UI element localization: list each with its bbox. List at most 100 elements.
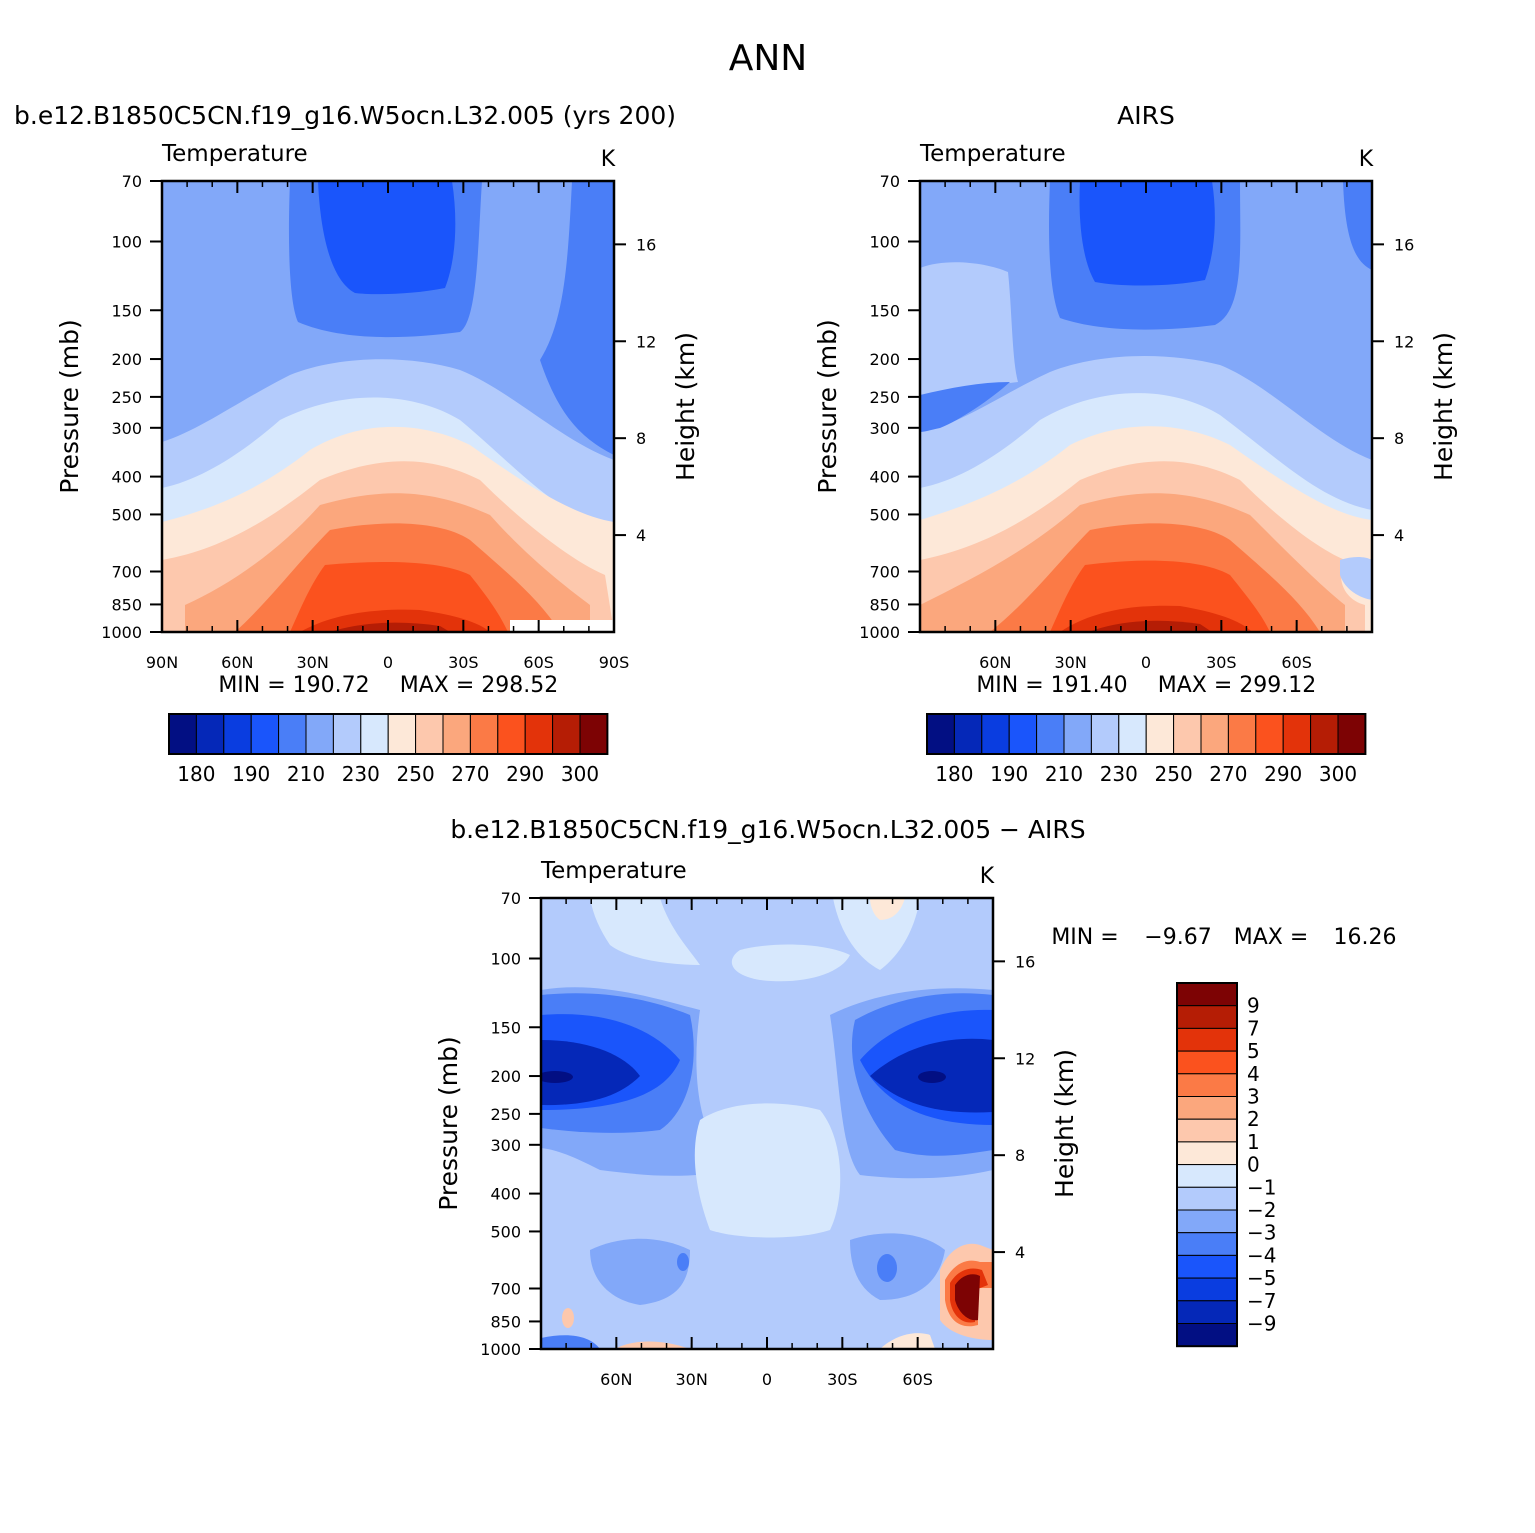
- height-tick-label: 16: [1394, 235, 1414, 254]
- x-tick-label: 30N: [297, 653, 329, 672]
- fill-band-290: [1060, 605, 1252, 632]
- fill-band-neg7: [541, 1040, 640, 1106]
- colorbar-label: 0: [1247, 1153, 1260, 1177]
- fill-band-205-pole: [1343, 181, 1372, 270]
- y2-axis-label: Height (km): [1050, 1049, 1079, 1198]
- panel-model: b.e12.B1850C5CN.f19_g16.W5ocn.L32.005 (y…: [14, 101, 700, 786]
- colorbar-label: 190: [990, 762, 1028, 786]
- colorbar-box: [168, 713, 197, 755]
- colorbar-label: 250: [397, 762, 435, 786]
- y-tick-label: 100: [490, 949, 521, 968]
- fill-band-205-north: [920, 382, 1010, 432]
- colorbar-frame: [1176, 982, 1238, 1348]
- y-axis-label: Pressure (mb): [813, 319, 842, 493]
- colorbar-label: 5: [1247, 1039, 1260, 1063]
- colorbar-label: 180: [177, 762, 215, 786]
- y-tick-label: 100: [869, 232, 900, 251]
- x-tick-label: 60N: [221, 653, 253, 672]
- fill-band-225-south: [1340, 557, 1372, 600]
- colorbar-box: [981, 713, 1010, 755]
- colorbar-box: [1227, 713, 1257, 755]
- y-tick-label: 250: [111, 388, 142, 407]
- y-tick-label: 850: [111, 595, 142, 614]
- panel-obs-max-label: MAX = 299.12: [1158, 673, 1317, 698]
- colorbar-box: [1176, 1164, 1238, 1188]
- height-tick-label: 12: [1015, 1049, 1035, 1068]
- panel-diff: b.e12.B1850C5CN.f19_g16.W5ocn.L32.005 − …: [434, 815, 1396, 1389]
- panel-model-max-label: MAX = 298.52: [400, 673, 559, 698]
- colorbar-label: 7: [1247, 1016, 1260, 1040]
- y-tick-label: 850: [869, 595, 900, 614]
- colorbar-box: [1200, 713, 1229, 755]
- height-tick-label: 16: [1015, 952, 1035, 971]
- colorbar-label: 230: [342, 762, 380, 786]
- y-tick-label: 250: [869, 388, 900, 407]
- colorbar-box: [1176, 1232, 1238, 1256]
- y-axis-label: Pressure (mb): [434, 1036, 463, 1210]
- colorbar-label: −1: [1247, 1175, 1276, 1199]
- y-tick-label: 70: [501, 889, 521, 908]
- panel-diff-case-title: b.e12.B1850C5CN.f19_g16.W5ocn.L32.005 − …: [450, 815, 1085, 844]
- fill-band-surface-south-pos: [880, 1333, 935, 1349]
- colorbar-label: −2: [1247, 1198, 1276, 1222]
- colorbar-box: [1310, 713, 1339, 755]
- colorbar-box: [1176, 1073, 1238, 1098]
- colorbar-box: [1176, 1050, 1238, 1075]
- y-tick-label: 100: [111, 232, 142, 251]
- colorbar-box: [195, 713, 225, 755]
- colorbar-box: [1036, 713, 1065, 755]
- colorbar-box: [1063, 713, 1092, 755]
- panel-diff-min-label: MIN =: [1051, 925, 1118, 950]
- y-tick-label: 300: [111, 419, 142, 438]
- y-tick-label: 250: [490, 1105, 521, 1124]
- colorbar-label: 290: [506, 762, 544, 786]
- fill-band-neg4-dot-north: [677, 1253, 689, 1271]
- panel-model-axes: 90N 60N 30N 0 30S 60S 90S 70 100 150 200 250 300 400 5…: [55, 172, 700, 672]
- colorbar-label: −9: [1247, 1312, 1276, 1336]
- fill-band-295: [1088, 620, 1212, 632]
- y-tick-label: 70: [880, 172, 900, 191]
- y-tick-label: 500: [490, 1222, 521, 1241]
- y-tick-label: 200: [869, 350, 900, 369]
- colorbar-label: 3: [1247, 1085, 1260, 1109]
- y-tick-label: 1000: [859, 623, 900, 642]
- y-tick-label: 700: [490, 1280, 521, 1299]
- panel-diff-min-value: −9.67: [1144, 925, 1211, 950]
- panel-obs-colorbar: 180 190 210 230 250 270 290 300: [926, 713, 1367, 786]
- x-tick-label: 0: [1141, 653, 1151, 672]
- fill-band-neg9: [541, 1071, 573, 1083]
- fill-band-195: [318, 181, 456, 295]
- colorbar-box: [442, 713, 471, 755]
- colorbar-box: [1176, 1186, 1238, 1211]
- fill-band-290: [300, 609, 490, 632]
- colorbar-box: [1337, 713, 1366, 755]
- fill-band-neg3-lower: [590, 1238, 690, 1305]
- panel-model-min-label: MIN = 190.72: [218, 673, 369, 698]
- panel-obs-units: K: [1359, 147, 1374, 172]
- panel-diff-units: K: [980, 864, 995, 889]
- panel-obs-contour-fill: [920, 181, 1372, 632]
- fill-band-195: [1079, 181, 1215, 286]
- colorbar-box: [1176, 1005, 1238, 1029]
- x-tick-label: 30S: [827, 1370, 858, 1389]
- x-tick-label: 30S: [448, 653, 479, 672]
- panel-diff-contour-fill: [541, 898, 993, 1349]
- panel-obs-min-label: MIN = 191.40: [976, 673, 1127, 698]
- colorbar-label: −3: [1247, 1221, 1276, 1245]
- y-tick-label: 400: [490, 1185, 521, 1204]
- height-tick-label: 4: [1015, 1243, 1025, 1262]
- panel-diff-max-label: MAX =: [1234, 925, 1309, 950]
- fill-band-surface-north: [541, 1335, 600, 1349]
- colorbar-box: [926, 713, 955, 755]
- fill-band-205-pole: [540, 181, 614, 455]
- panel-diff-axes: 60N 30N 0 30S 60S 70 100 150 200 250 300 400 500 700 8…: [434, 889, 1079, 1389]
- panel-obs-case-title: AIRS: [1117, 101, 1175, 130]
- y-tick-label: 150: [111, 301, 142, 320]
- fill-band-surface-pos: [615, 1341, 690, 1349]
- fill-band-neg4-dot-south: [877, 1254, 897, 1282]
- colorbar-box: [1176, 1141, 1238, 1166]
- figure-title: ANN: [729, 38, 808, 79]
- panel-model-variable: Temperature: [161, 141, 308, 167]
- fill-band-295: [330, 622, 450, 632]
